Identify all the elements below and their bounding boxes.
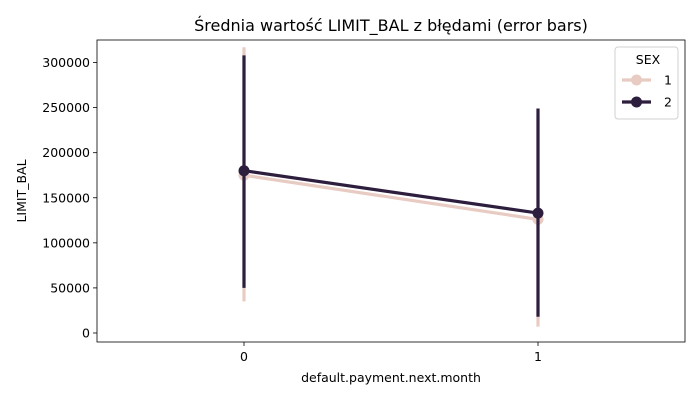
y-tick-label: 200000: [42, 145, 90, 160]
x-axis-label: default.payment.next.month: [301, 370, 481, 385]
y-tick-label: 300000: [42, 55, 90, 70]
legend-label: 1: [664, 73, 672, 88]
plot-area: [96, 39, 686, 343]
series-1: [238, 47, 544, 327]
series-line: [243, 173, 539, 221]
series-2: [238, 55, 544, 317]
legend-title: SEX: [636, 52, 661, 67]
chart-title: Średnia wartość LIMIT_BAL z błędami (err…: [194, 16, 588, 36]
y-axis: 0 50000 100000 150000 200000 250000 300000: [42, 55, 97, 340]
legend: SEX 1 2: [614, 46, 679, 120]
legend-marker: [631, 74, 642, 86]
x-tick-label: 1: [534, 349, 542, 364]
y-tick-label: 100000: [42, 235, 90, 250]
y-tick-label: 150000: [42, 190, 90, 205]
y-axis-label: LIMIT_BAL: [14, 159, 29, 222]
x-tick-label: 0: [240, 349, 248, 364]
legend-marker: [631, 96, 642, 108]
series-layer: [238, 47, 544, 327]
y-tick-label: 250000: [42, 100, 90, 115]
data-point: [238, 165, 250, 177]
y-tick-label: 50000: [50, 280, 90, 295]
data-point: [532, 207, 544, 219]
legend-label: 2: [664, 95, 672, 110]
y-tick-label: 0: [82, 325, 90, 340]
series-line: [243, 169, 539, 215]
